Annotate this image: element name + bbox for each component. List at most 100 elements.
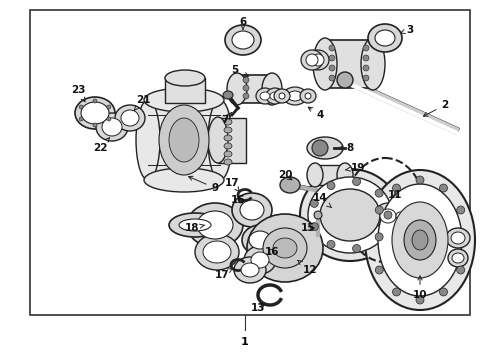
- Ellipse shape: [93, 99, 97, 103]
- Ellipse shape: [159, 105, 209, 175]
- Ellipse shape: [224, 151, 232, 157]
- Ellipse shape: [448, 249, 468, 267]
- Ellipse shape: [169, 213, 221, 237]
- Ellipse shape: [446, 228, 470, 248]
- Ellipse shape: [208, 117, 228, 163]
- Ellipse shape: [307, 163, 323, 187]
- Ellipse shape: [392, 184, 400, 192]
- Ellipse shape: [249, 231, 271, 249]
- Ellipse shape: [283, 87, 307, 105]
- Ellipse shape: [375, 266, 383, 274]
- Ellipse shape: [81, 102, 109, 124]
- Ellipse shape: [224, 119, 232, 125]
- Text: 17: 17: [225, 178, 239, 191]
- Ellipse shape: [197, 211, 233, 239]
- Ellipse shape: [310, 222, 318, 231]
- Ellipse shape: [288, 91, 302, 101]
- Ellipse shape: [96, 113, 128, 141]
- Ellipse shape: [329, 55, 335, 61]
- Bar: [325, 40, 373, 88]
- Ellipse shape: [241, 263, 259, 277]
- Text: 14: 14: [313, 193, 332, 208]
- Ellipse shape: [300, 169, 400, 261]
- Ellipse shape: [396, 212, 404, 220]
- Ellipse shape: [353, 177, 361, 185]
- Ellipse shape: [187, 203, 243, 247]
- Ellipse shape: [314, 211, 322, 219]
- Ellipse shape: [107, 117, 111, 121]
- Ellipse shape: [243, 85, 249, 91]
- Text: 13: 13: [251, 303, 265, 313]
- Ellipse shape: [243, 93, 249, 99]
- Ellipse shape: [306, 54, 318, 66]
- Ellipse shape: [337, 72, 353, 88]
- Ellipse shape: [247, 214, 323, 282]
- Text: 8: 8: [339, 143, 354, 153]
- Ellipse shape: [232, 31, 254, 49]
- Ellipse shape: [327, 181, 335, 190]
- Ellipse shape: [363, 45, 369, 51]
- Ellipse shape: [179, 219, 211, 231]
- Ellipse shape: [274, 89, 290, 103]
- Ellipse shape: [232, 193, 272, 227]
- Ellipse shape: [363, 55, 369, 61]
- Ellipse shape: [308, 177, 392, 253]
- Ellipse shape: [313, 38, 337, 90]
- Text: 2: 2: [423, 100, 449, 116]
- Ellipse shape: [327, 240, 335, 248]
- Ellipse shape: [329, 65, 335, 71]
- Bar: [148, 100, 220, 180]
- Ellipse shape: [374, 203, 402, 229]
- Ellipse shape: [384, 211, 392, 219]
- Ellipse shape: [363, 75, 369, 81]
- Ellipse shape: [375, 233, 383, 241]
- Ellipse shape: [310, 199, 318, 207]
- Ellipse shape: [392, 202, 448, 278]
- Text: 16: 16: [231, 195, 245, 205]
- Ellipse shape: [416, 296, 424, 304]
- Ellipse shape: [457, 206, 465, 214]
- Text: 10: 10: [413, 276, 427, 300]
- Bar: [165, 78, 205, 103]
- Ellipse shape: [242, 225, 278, 255]
- Ellipse shape: [144, 88, 224, 112]
- Text: 11: 11: [388, 190, 402, 200]
- Ellipse shape: [375, 206, 383, 214]
- Ellipse shape: [262, 73, 282, 105]
- Ellipse shape: [380, 209, 396, 223]
- Ellipse shape: [440, 184, 447, 192]
- Text: 19: 19: [345, 163, 365, 173]
- Text: 4: 4: [308, 107, 324, 120]
- Ellipse shape: [392, 288, 400, 296]
- Ellipse shape: [390, 206, 410, 226]
- Ellipse shape: [312, 140, 328, 156]
- Ellipse shape: [312, 54, 324, 66]
- Ellipse shape: [375, 30, 395, 46]
- Ellipse shape: [320, 189, 380, 241]
- Ellipse shape: [329, 45, 335, 51]
- Bar: [30, 10, 470, 315]
- Text: 12: 12: [298, 260, 317, 275]
- Ellipse shape: [165, 70, 205, 86]
- Ellipse shape: [353, 244, 361, 252]
- Bar: [237, 75, 272, 103]
- Ellipse shape: [266, 88, 284, 104]
- Ellipse shape: [378, 184, 462, 296]
- Ellipse shape: [224, 143, 232, 149]
- Ellipse shape: [280, 177, 300, 193]
- Text: 17: 17: [215, 269, 232, 280]
- Ellipse shape: [256, 88, 274, 104]
- Text: 18: 18: [185, 223, 205, 233]
- Ellipse shape: [243, 77, 249, 83]
- Ellipse shape: [107, 105, 111, 109]
- Ellipse shape: [375, 189, 383, 197]
- Ellipse shape: [251, 252, 269, 268]
- Ellipse shape: [136, 100, 160, 180]
- Ellipse shape: [416, 176, 424, 184]
- Ellipse shape: [307, 50, 329, 70]
- Ellipse shape: [223, 91, 233, 99]
- Ellipse shape: [440, 288, 447, 296]
- Ellipse shape: [300, 89, 316, 103]
- Ellipse shape: [225, 25, 261, 55]
- Ellipse shape: [260, 92, 270, 100]
